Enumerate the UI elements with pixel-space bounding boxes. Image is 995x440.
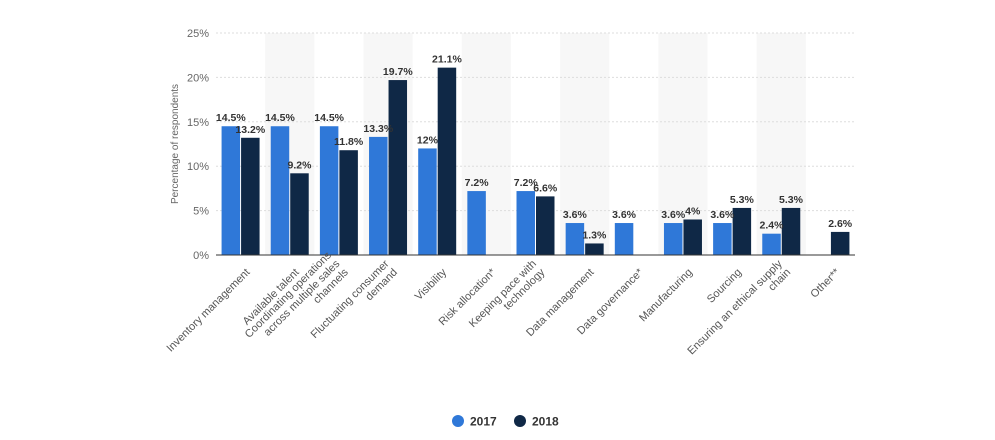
bar-2018 <box>339 150 358 255</box>
x-category-label: Manufacturing <box>637 266 695 324</box>
data-label-2017: 3.6% <box>612 209 637 221</box>
data-label-2018: 19.7% <box>383 66 413 78</box>
y-tick-label: 15% <box>187 117 209 129</box>
bar-2017 <box>270 126 290 256</box>
data-label-2018: 9.2% <box>288 159 313 171</box>
y-axis-ticks: 0% 5% 10% 15% 20% 25% <box>187 28 209 262</box>
y-tick-label: 5% <box>193 206 209 218</box>
x-category-label-line: Manufacturing <box>637 266 695 324</box>
data-label-2018: 4% <box>685 205 701 217</box>
y-axis-label: Percentage of respondents <box>170 84 181 204</box>
category-band <box>658 33 708 255</box>
bar-2018 <box>683 219 702 255</box>
data-label-2017: 14.5% <box>265 112 295 124</box>
data-label-2017: 12% <box>417 134 439 146</box>
data-label-2017: 2.4% <box>760 220 785 232</box>
y-tick-label: 10% <box>187 161 209 173</box>
y-tick-label: 20% <box>187 72 209 84</box>
bar-2018 <box>241 137 260 255</box>
bar-2018 <box>830 231 850 255</box>
x-category-label: Other** <box>808 266 843 301</box>
bar-2018 <box>781 207 801 255</box>
data-label-2017: 14.5% <box>216 112 246 124</box>
y-tick-label: 25% <box>187 28 209 40</box>
data-label-2018: 2.6% <box>828 218 853 230</box>
bar-2017 <box>369 136 388 255</box>
data-label-2018: 13.2% <box>235 124 265 136</box>
bar-2017 <box>663 223 683 255</box>
bar-2017 <box>418 148 437 255</box>
bar-2017 <box>762 233 781 255</box>
bar-2018 <box>290 173 309 255</box>
bar-2017 <box>565 223 585 255</box>
data-label-2017: 13.3% <box>363 123 393 135</box>
bar-2018 <box>388 80 408 256</box>
data-label-2017: 3.6% <box>563 209 588 221</box>
data-label-2017: 3.6% <box>710 209 735 221</box>
x-category-label: Visibility <box>413 266 450 303</box>
bar-2017 <box>467 191 486 255</box>
data-label-2017: 3.6% <box>661 209 686 221</box>
category-bands <box>265 33 806 255</box>
data-label-2017: 7.2% <box>514 177 539 189</box>
legend-item-2017[interactable]: 2017 <box>452 415 497 429</box>
bar-2018 <box>536 196 555 255</box>
data-label-2018: 5.3% <box>779 194 804 206</box>
x-category-label-line: Inventory management <box>164 266 252 354</box>
legend-label: 2017 <box>470 415 497 429</box>
bars <box>221 67 850 256</box>
x-category-label-line: Visibility <box>413 266 450 303</box>
x-category-label: Inventory management <box>164 266 252 354</box>
y-tick-label: 0% <box>193 250 209 262</box>
bar-2017 <box>713 223 732 255</box>
data-labels: 14.5%13.2%14.5%9.2%14.5%11.8%13.3%19.7%1… <box>216 54 853 242</box>
legend[interactable]: 2017 2018 <box>452 415 559 429</box>
legend-item-2018[interactable]: 2018 <box>514 415 559 429</box>
data-label-2018: 21.1% <box>432 54 462 66</box>
category-band <box>560 33 610 255</box>
bar-2017 <box>319 126 339 256</box>
bar-2017 <box>221 126 241 256</box>
legend-marker <box>452 415 464 427</box>
data-label-2018: 6.6% <box>533 182 558 194</box>
data-label-2018: 11.8% <box>334 136 364 148</box>
data-label-2018: 1.3% <box>582 229 607 241</box>
bar-2017 <box>614 223 634 255</box>
data-label-2017: 14.5% <box>314 112 344 124</box>
data-label-2018: 5.3% <box>730 194 755 206</box>
data-label-2017: 7.2% <box>465 177 490 189</box>
bar-2018 <box>437 67 457 256</box>
bar-2018 <box>585 243 604 255</box>
legend-marker <box>514 415 526 427</box>
legend-label: 2018 <box>532 415 559 429</box>
bar-2017 <box>516 191 535 255</box>
x-category-label-line: Other** <box>808 266 843 301</box>
bar-2018 <box>732 207 752 255</box>
